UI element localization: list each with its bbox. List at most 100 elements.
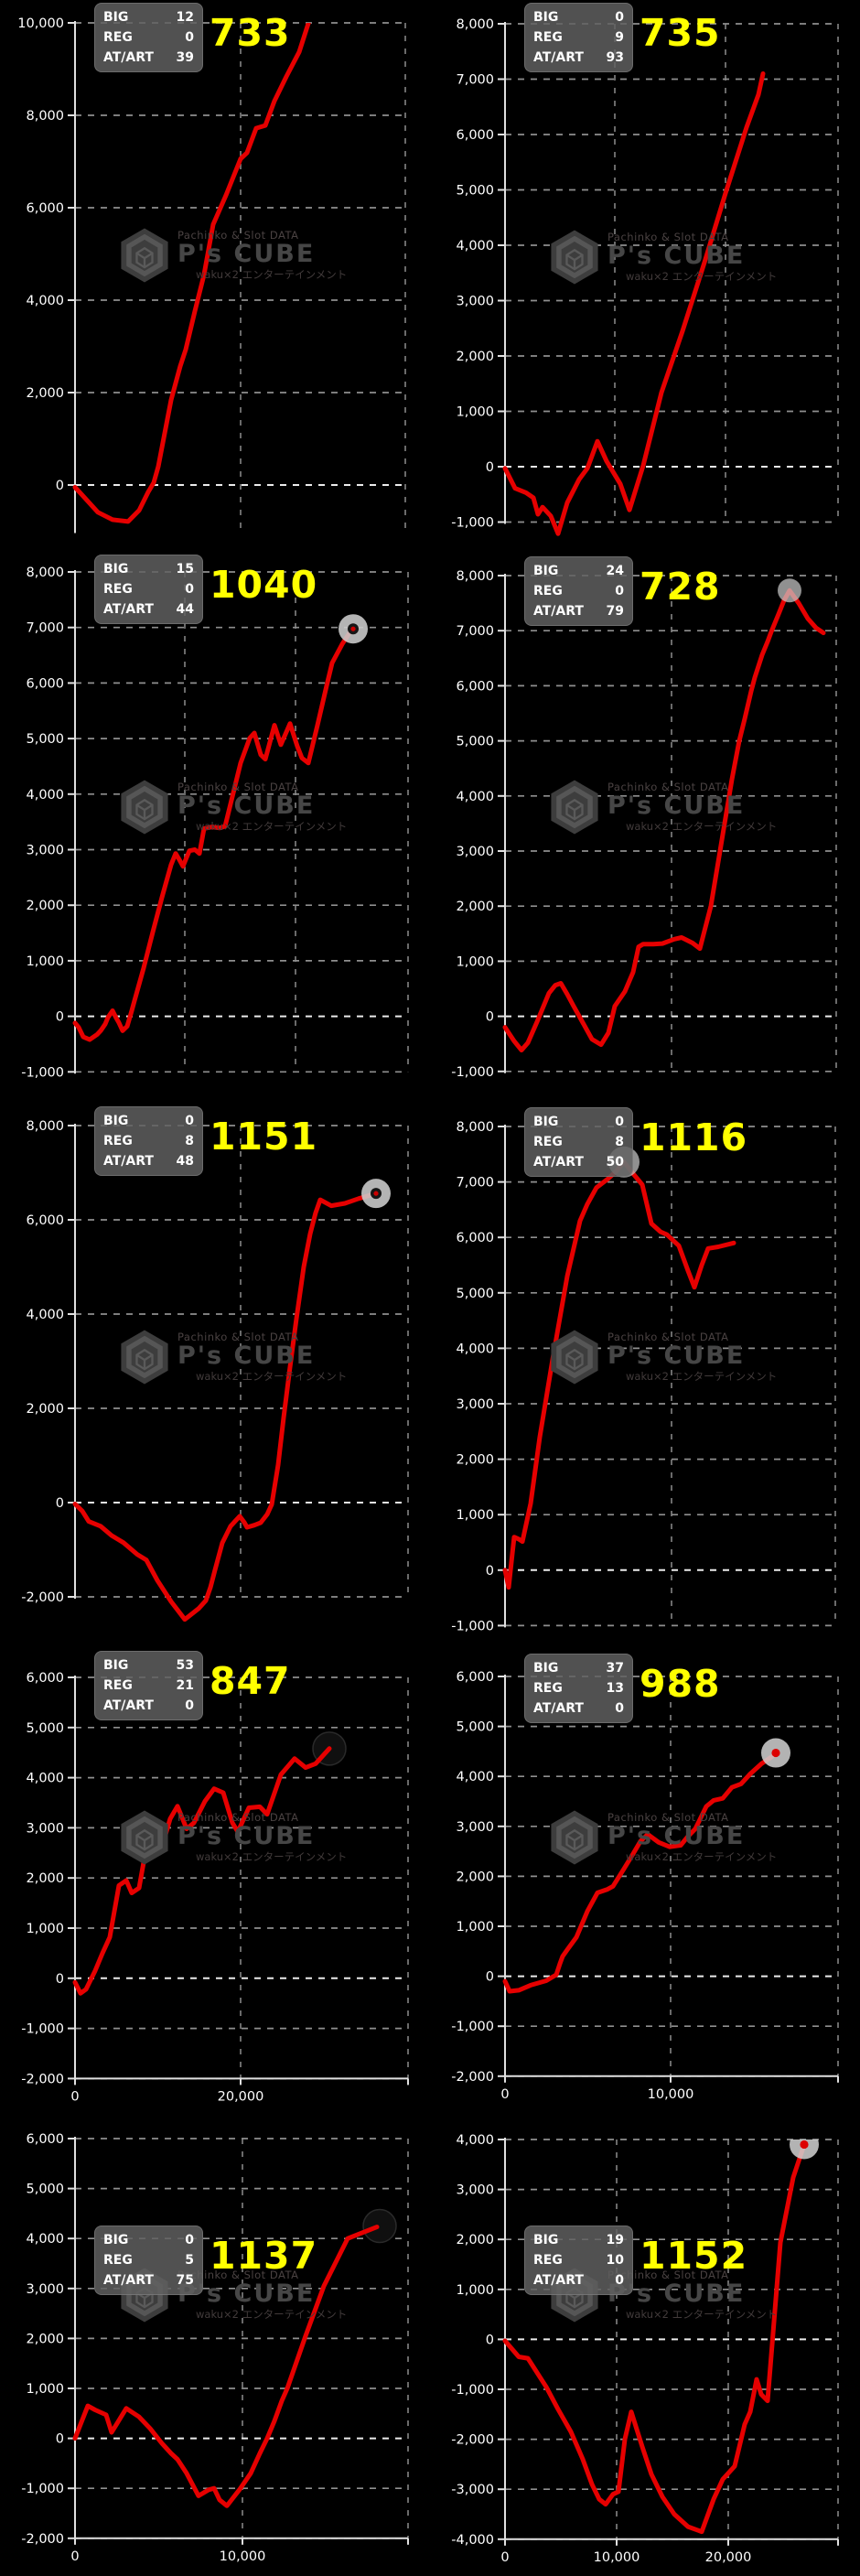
stat-label-big: BIG <box>103 1658 129 1673</box>
stat-value-big: 19 <box>606 2233 624 2247</box>
y-axis-label: 8,000 <box>26 109 64 124</box>
stat-label-big: BIG <box>103 1114 129 1128</box>
stat-row-atart: AT/ART 50 <box>525 1152 632 1172</box>
machine-number: 735 <box>640 11 721 55</box>
stat-label-reg: REG <box>103 1134 133 1148</box>
stat-value-reg: 10 <box>606 2253 624 2268</box>
y-axis-label: 2,000 <box>456 1870 494 1884</box>
payout-line <box>502 1159 736 1590</box>
stat-value-reg: 9 <box>615 30 624 45</box>
x-axis-label: 0 <box>70 2089 79 2104</box>
stat-value-atart: 75 <box>176 2273 194 2288</box>
y-axis-label: -1,000 <box>451 2383 494 2398</box>
chart-cell-733[interactable]: 10,000 8,000 6,000 4,000 2,000 0 Pachinko & S… <box>0 0 430 534</box>
chart-cell-1151[interactable]: 8,000 6,000 4,000 2,000 0 -2,000 Pachinko & S… <box>0 1030 430 1622</box>
y-axis-label: 8,000 <box>26 566 64 580</box>
stats-panel: BIG 0 REG 8 AT/ART 50 <box>524 1107 633 1177</box>
stat-row-reg: REG 0 <box>95 579 202 599</box>
machine-number: 847 <box>210 1659 291 1703</box>
y-axis-label: 5,000 <box>456 1287 494 1301</box>
stat-value-reg: 8 <box>185 1134 194 1148</box>
machine-number: 728 <box>640 565 721 609</box>
y-axis-label: 0 <box>56 1010 64 1025</box>
y-axis-label: 6,000 <box>26 1671 64 1686</box>
y-axis-label: 1,000 <box>26 2382 64 2397</box>
stat-label-atart: AT/ART <box>533 50 584 65</box>
y-axis-label: 6,000 <box>26 201 64 216</box>
stats-panel: BIG 15 REG 0 AT/ART 44 <box>94 555 203 624</box>
y-axis-label: 5,000 <box>456 1720 494 1735</box>
payout-line <box>502 71 766 536</box>
y-axis-label: 1,000 <box>456 954 494 969</box>
chart-cell-1040[interactable]: 8,000 7,000 6,000 5,000 4,000 3,000 2,000 1,000… <box>0 515 430 1080</box>
y-axis-label: 7,000 <box>26 621 64 636</box>
stats-panel: BIG 12 REG 0 AT/ART 39 <box>94 3 203 72</box>
stat-label-atart: AT/ART <box>533 1155 584 1169</box>
y-axis-label: 0 <box>56 1496 64 1511</box>
stat-value-big: 0 <box>185 2233 194 2247</box>
y-axis-label: -1,000 <box>451 1619 494 1633</box>
stat-label-reg: REG <box>103 2253 133 2268</box>
x-axis-label: 20,000 <box>218 2089 264 2104</box>
chart-plot: 8,000 7,000 6,000 5,000 4,000 3,000 2,000 1,000… <box>21 566 409 1080</box>
chart-plot: 8,000 6,000 4,000 2,000 0 -2,000 <box>21 1119 409 1622</box>
stat-value-atart: 0 <box>615 1701 624 1716</box>
y-axis-label: 2,000 <box>26 386 64 401</box>
stat-row-reg: REG 13 <box>525 1678 632 1698</box>
y-axis-label: 3,000 <box>456 1397 494 1412</box>
y-axis-label: 3,000 <box>456 2183 494 2198</box>
y-axis-label: 6,000 <box>456 128 494 143</box>
stats-panel: BIG 53 REG 21 AT/ART 0 <box>94 1651 203 1720</box>
chart-cell-1152[interactable]: 4,000 3,000 2,000 1,000 0 -1,000 -2,000 -3,000 -… <box>430 2061 860 2576</box>
y-axis-label: -2,000 <box>451 2433 494 2448</box>
stat-row-big: BIG 12 <box>95 7 202 27</box>
y-axis-label: -1,000 <box>451 516 494 531</box>
chart-cell-1116[interactable]: 8,000 7,000 6,000 5,000 4,000 3,000 2,000 1,000… <box>430 1030 860 1633</box>
y-axis-label: 8,000 <box>456 569 494 584</box>
y-axis-label: 4,000 <box>456 2133 494 2148</box>
stat-row-reg: REG 21 <box>95 1676 202 1696</box>
y-axis-label: -2,000 <box>451 2070 494 2085</box>
stat-row-reg: REG 8 <box>525 1132 632 1152</box>
y-axis-label: 0 <box>486 1010 494 1025</box>
y-axis-label: 4,000 <box>26 1308 64 1322</box>
machine-number: 1152 <box>640 2234 748 2278</box>
y-axis-label: 6,000 <box>456 1670 494 1685</box>
stat-value-reg: 21 <box>176 1678 194 1693</box>
stat-label-reg: REG <box>103 1678 133 1693</box>
stat-row-big: BIG 0 <box>525 1112 632 1132</box>
chart-cell-1137[interactable]: 6,000 5,000 4,000 3,000 2,000 1,000 0 -1,000 -2,… <box>0 2061 430 2576</box>
chart-cell-988[interactable]: 6,000 5,000 4,000 3,000 2,000 1,000 0 -1,000 -2,… <box>430 1546 860 2102</box>
y-axis-label: 3,000 <box>26 844 64 858</box>
stat-value-reg: 0 <box>185 582 194 597</box>
y-axis-label: 1,000 <box>26 954 64 969</box>
stat-label-reg: REG <box>103 582 133 597</box>
chart-cell-735[interactable]: 8,000 7,000 6,000 5,000 4,000 3,000 2,000 1,000… <box>430 0 860 536</box>
payout-line <box>72 628 354 1042</box>
y-axis-label: -2,000 <box>21 1590 64 1605</box>
chart-cell-728[interactable]: 8,000 7,000 6,000 5,000 4,000 3,000 2,000 1,000… <box>430 515 860 1080</box>
y-axis-label: 0 <box>486 460 494 475</box>
stat-value-atart: 50 <box>606 1155 624 1169</box>
y-axis-label: 4,000 <box>456 790 494 804</box>
y-axis-label: 2,000 <box>456 2233 494 2247</box>
x-axis-label: 10,000 <box>594 2550 640 2565</box>
y-axis-label: 2,000 <box>456 350 494 364</box>
stat-value-reg: 0 <box>615 584 624 598</box>
y-axis-label: 6,000 <box>456 1231 494 1245</box>
y-axis-label: -1,000 <box>451 1065 494 1080</box>
chart-plot: 10,000 8,000 6,000 4,000 2,000 0 <box>17 16 408 534</box>
y-axis-label: 6,000 <box>26 2132 64 2147</box>
stat-label-atart: AT/ART <box>533 2273 584 2288</box>
chart-cell-847[interactable]: 6,000 5,000 4,000 3,000 2,000 1,000 0 -1,000 -2,… <box>0 1546 430 2104</box>
stat-row-big: BIG 15 <box>95 559 202 579</box>
machine-number: 988 <box>640 1662 721 1706</box>
y-axis-label: 4,000 <box>26 788 64 803</box>
stat-row-reg: REG 0 <box>525 581 632 601</box>
y-axis-label: 10,000 <box>17 16 64 31</box>
y-axis-label: -1,000 <box>21 1065 64 1080</box>
y-axis-label: 2,000 <box>456 1453 494 1468</box>
stats-panel: BIG 0 REG 9 AT/ART 93 <box>524 3 633 72</box>
y-axis-label: 8,000 <box>456 17 494 32</box>
y-axis-label: 5,000 <box>26 2183 64 2197</box>
